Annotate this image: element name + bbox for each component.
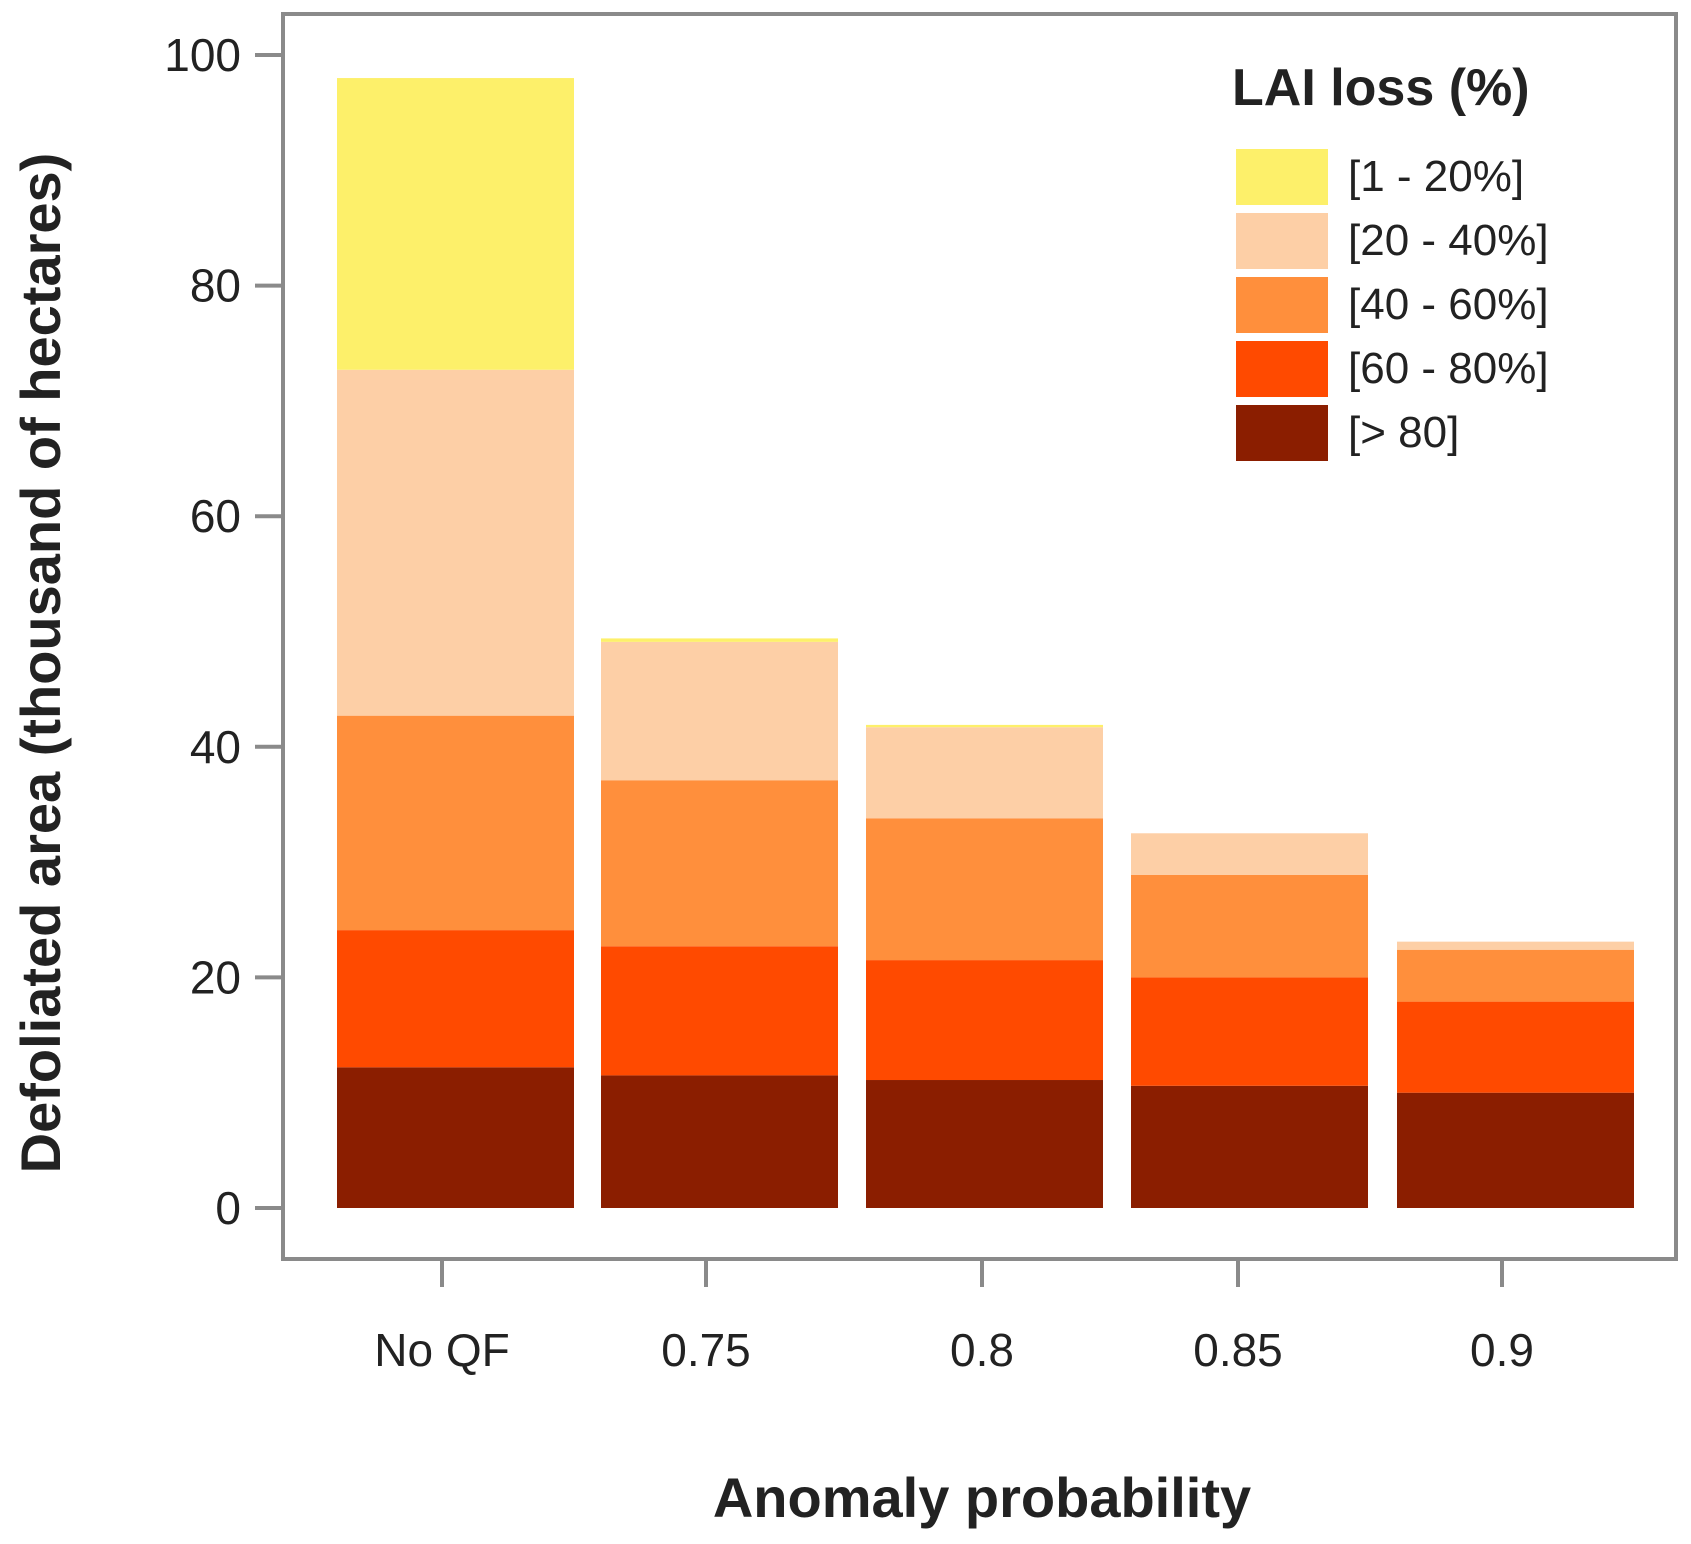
bar-segment — [1397, 949, 1634, 1002]
y-tick-label: 20 — [190, 951, 241, 1003]
y-tick-label: 40 — [190, 721, 241, 773]
y-axis-title: Defoliated area (thousand of hectares) — [9, 153, 72, 1174]
x-axis: No QF 0.75 0.8 0.85 0.9 — [374, 1259, 1534, 1376]
bar-segment — [1131, 874, 1368, 978]
bar-segment — [1131, 1085, 1368, 1208]
y-tick-label: 80 — [190, 260, 241, 312]
x-tick-label: 0.8 — [950, 1324, 1014, 1376]
bar-segment — [337, 369, 574, 716]
legend-swatch — [1236, 341, 1328, 397]
legend-label: [> 80] — [1348, 408, 1459, 457]
plot-frame — [281, 12, 1678, 1261]
bar-segment — [866, 727, 1103, 819]
bar-segment — [601, 780, 838, 947]
legend-label: [1 - 20%] — [1348, 152, 1524, 201]
legend-swatch — [1236, 277, 1328, 333]
bar-segment — [1131, 977, 1368, 1086]
bar-segment — [601, 1075, 838, 1208]
y-tick-label: 100 — [164, 29, 241, 81]
legend-swatch — [1236, 213, 1328, 269]
bar-segment — [337, 715, 574, 931]
bar-segment — [1131, 833, 1368, 875]
bar-segment — [1397, 1092, 1634, 1208]
bar-segment — [337, 930, 574, 1068]
legend-label: [60 - 80%] — [1348, 344, 1549, 393]
x-axis-title: Anomaly probability — [713, 1466, 1251, 1529]
bar-segment — [601, 641, 838, 781]
bar-segment — [337, 1067, 574, 1208]
legend-label: [40 - 60%] — [1348, 280, 1549, 329]
legend: LAI loss (%) [1 - 20%] [20 - 40%] [40 - 60%… — [1232, 59, 1549, 461]
legend-swatch — [1236, 149, 1328, 205]
x-tick-label: 0.85 — [1193, 1324, 1283, 1376]
bar-segment — [601, 946, 838, 1076]
bar-segment — [1397, 941, 1634, 950]
bars — [337, 78, 1634, 1208]
bar-segment — [866, 724, 1103, 728]
bar-segment — [866, 960, 1103, 1081]
bar-segment — [866, 818, 1103, 961]
bar-segment — [1397, 1001, 1634, 1093]
bar-segment — [601, 638, 838, 642]
x-tick-label: 0.75 — [661, 1324, 751, 1376]
y-tick-label: 0 — [215, 1182, 241, 1234]
bar-segment — [866, 1080, 1103, 1208]
legend-label: [20 - 40%] — [1348, 216, 1549, 265]
y-axis: 0 20 40 60 80 100 — [164, 29, 283, 1234]
x-tick-label: No QF — [374, 1324, 509, 1376]
legend-title: LAI loss (%) — [1232, 59, 1530, 117]
x-tick-label: 0.9 — [1470, 1324, 1534, 1376]
bar-segment — [337, 78, 574, 370]
y-tick-label: 60 — [190, 490, 241, 542]
legend-swatch — [1236, 405, 1328, 461]
